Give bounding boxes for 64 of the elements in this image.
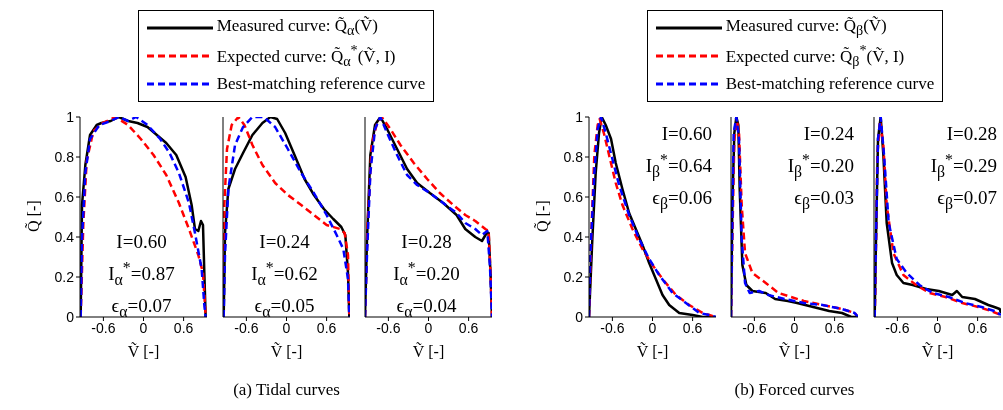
annotation: I=0.28 xyxy=(400,230,453,254)
y-axis-title: Q̃ [-] xyxy=(25,200,43,232)
annotation: I$_{β}$$^{*}$=0.64 xyxy=(644,150,712,183)
x-tick-label: 0 xyxy=(282,319,291,336)
x-tick-label: 0.6 xyxy=(173,319,194,336)
y-tick-label: 0.2 xyxy=(563,268,584,285)
x-tick-label: 0 xyxy=(648,319,657,336)
y-tick-label: 0.8 xyxy=(54,148,75,165)
x-axis-title: Ṽ [-] xyxy=(411,343,446,361)
legend-label: Best-matching reference curve xyxy=(725,74,935,94)
x-axis-title: Ṽ [-] xyxy=(920,343,955,361)
x-tick-label: 0.6 xyxy=(316,319,337,336)
y-tick-label: 0 xyxy=(66,308,75,325)
annotation: ϵ$_{α}$=0.04 xyxy=(396,295,457,320)
x-axis-title: Ṽ [-] xyxy=(126,343,161,361)
y-axis-title: Q̃ [-] xyxy=(534,200,552,232)
x-axis-title: Ṽ [-] xyxy=(269,343,304,361)
x-tick-label: -0.6 xyxy=(742,319,767,336)
y-tick-label: 0.6 xyxy=(54,188,75,205)
y-tick-label: 1 xyxy=(66,108,75,125)
x-tick-label: 0 xyxy=(139,319,148,336)
x-tick-label: 0.6 xyxy=(824,319,845,336)
annotation: I=0.60 xyxy=(115,230,168,254)
x-tick-label: 0 xyxy=(933,319,942,336)
annotation: I$_{α}$$^{*}$=0.87 xyxy=(107,258,176,291)
annotation: ϵ$_{β}$=0.06 xyxy=(651,186,712,215)
x-tick-label: 0.6 xyxy=(458,319,479,336)
y-tick-label: 0.4 xyxy=(563,228,584,245)
x-tick-label: -0.6 xyxy=(376,319,401,336)
text: (a) Tidal curves xyxy=(232,380,341,400)
annotation: I$_{α}$$^{*}$=0.62 xyxy=(250,258,319,291)
x-tick-label: -0.6 xyxy=(600,319,625,336)
annotation: I$_{α}$$^{*}$=0.20 xyxy=(392,258,461,291)
x-tick-label: 0 xyxy=(790,319,799,336)
y-tick-label: 0.8 xyxy=(563,148,584,165)
y-tick-label: 0.4 xyxy=(54,228,75,245)
annotation: I=0.60 xyxy=(660,122,712,146)
annotation: I=0.28 xyxy=(945,122,997,146)
x-axis-title: Ṽ [-] xyxy=(777,343,812,361)
annotation: ϵ$_{β}$=0.07 xyxy=(936,186,997,215)
y-tick-label: 0.6 xyxy=(563,188,584,205)
x-tick-label: 0 xyxy=(424,319,433,336)
annotation: ϵ$_{α}$=0.07 xyxy=(111,295,172,320)
legend-label: Best-matching reference curve xyxy=(216,74,426,94)
y-tick-label: 1 xyxy=(575,108,584,125)
text: (b) Forced curves xyxy=(733,380,856,400)
legend-label: Measured curve: Q̃$_{α}$(Ṽ) xyxy=(216,16,378,40)
legend-label: Measured curve: Q̃$_{β}$(Ṽ) xyxy=(725,16,887,40)
y-tick-label: 0 xyxy=(575,308,584,325)
x-tick-label: -0.6 xyxy=(885,319,910,336)
annotation: I=0.24 xyxy=(802,122,854,146)
annotation: I=0.24 xyxy=(258,230,311,254)
annotation: ϵ$_{β}$=0.03 xyxy=(793,186,854,215)
x-axis-title: Ṽ [-] xyxy=(635,343,670,361)
annotation: I$_{β}$$^{*}$=0.29 xyxy=(929,150,997,183)
annotation: I$_{β}$$^{*}$=0.20 xyxy=(786,150,854,183)
x-tick-label: -0.6 xyxy=(91,319,116,336)
annotation: ϵ$_{α}$=0.05 xyxy=(254,295,315,320)
legend-label: Expected curve: Q̃$_{β}$$^{*}$(Ṽ, I) xyxy=(725,41,905,71)
y-tick-label: 0.2 xyxy=(54,268,75,285)
legend-label: Expected curve: Q̃$_{α}$$^{*}$(Ṽ, I) xyxy=(216,41,396,71)
x-tick-label: 0.6 xyxy=(682,319,703,336)
x-tick-label: 0.6 xyxy=(967,319,988,336)
x-tick-label: -0.6 xyxy=(234,319,259,336)
